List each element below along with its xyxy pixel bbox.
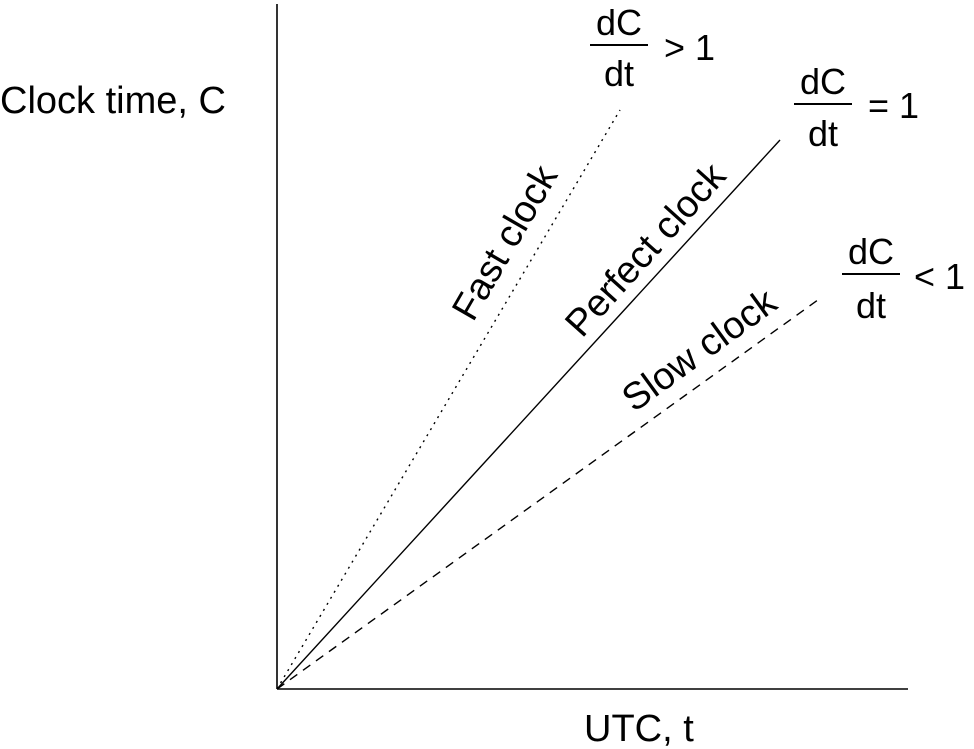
perfect-derivative-numerator: dC: [800, 61, 846, 102]
fast-derivative-denominator: dt: [604, 53, 634, 94]
y-axis-label: Clock time, C: [0, 80, 226, 122]
perfect-derivative-relation: = 1: [868, 85, 919, 126]
perfect-clock-line: [276, 139, 781, 690]
fast-clock-derivative: dC dt > 1: [590, 2, 715, 94]
slow-derivative-numerator: dC: [848, 231, 894, 272]
slow-clock-derivative: dC dt < 1: [842, 231, 965, 326]
fast-clock-line: [276, 109, 621, 690]
slow-clock-line: [276, 296, 823, 690]
slow-clock-label: Slow clock: [615, 280, 786, 420]
fast-derivative-relation: > 1: [664, 27, 715, 68]
perfect-clock-derivative: dC dt = 1: [794, 61, 919, 154]
perfect-clock-label: Perfect clock: [557, 155, 734, 345]
slow-derivative-denominator: dt: [856, 285, 886, 326]
perfect-derivative-denominator: dt: [808, 113, 838, 154]
slow-derivative-relation: < 1: [914, 256, 965, 297]
x-axis-label: UTC, t: [584, 708, 694, 749]
fast-derivative-numerator: dC: [596, 2, 642, 43]
